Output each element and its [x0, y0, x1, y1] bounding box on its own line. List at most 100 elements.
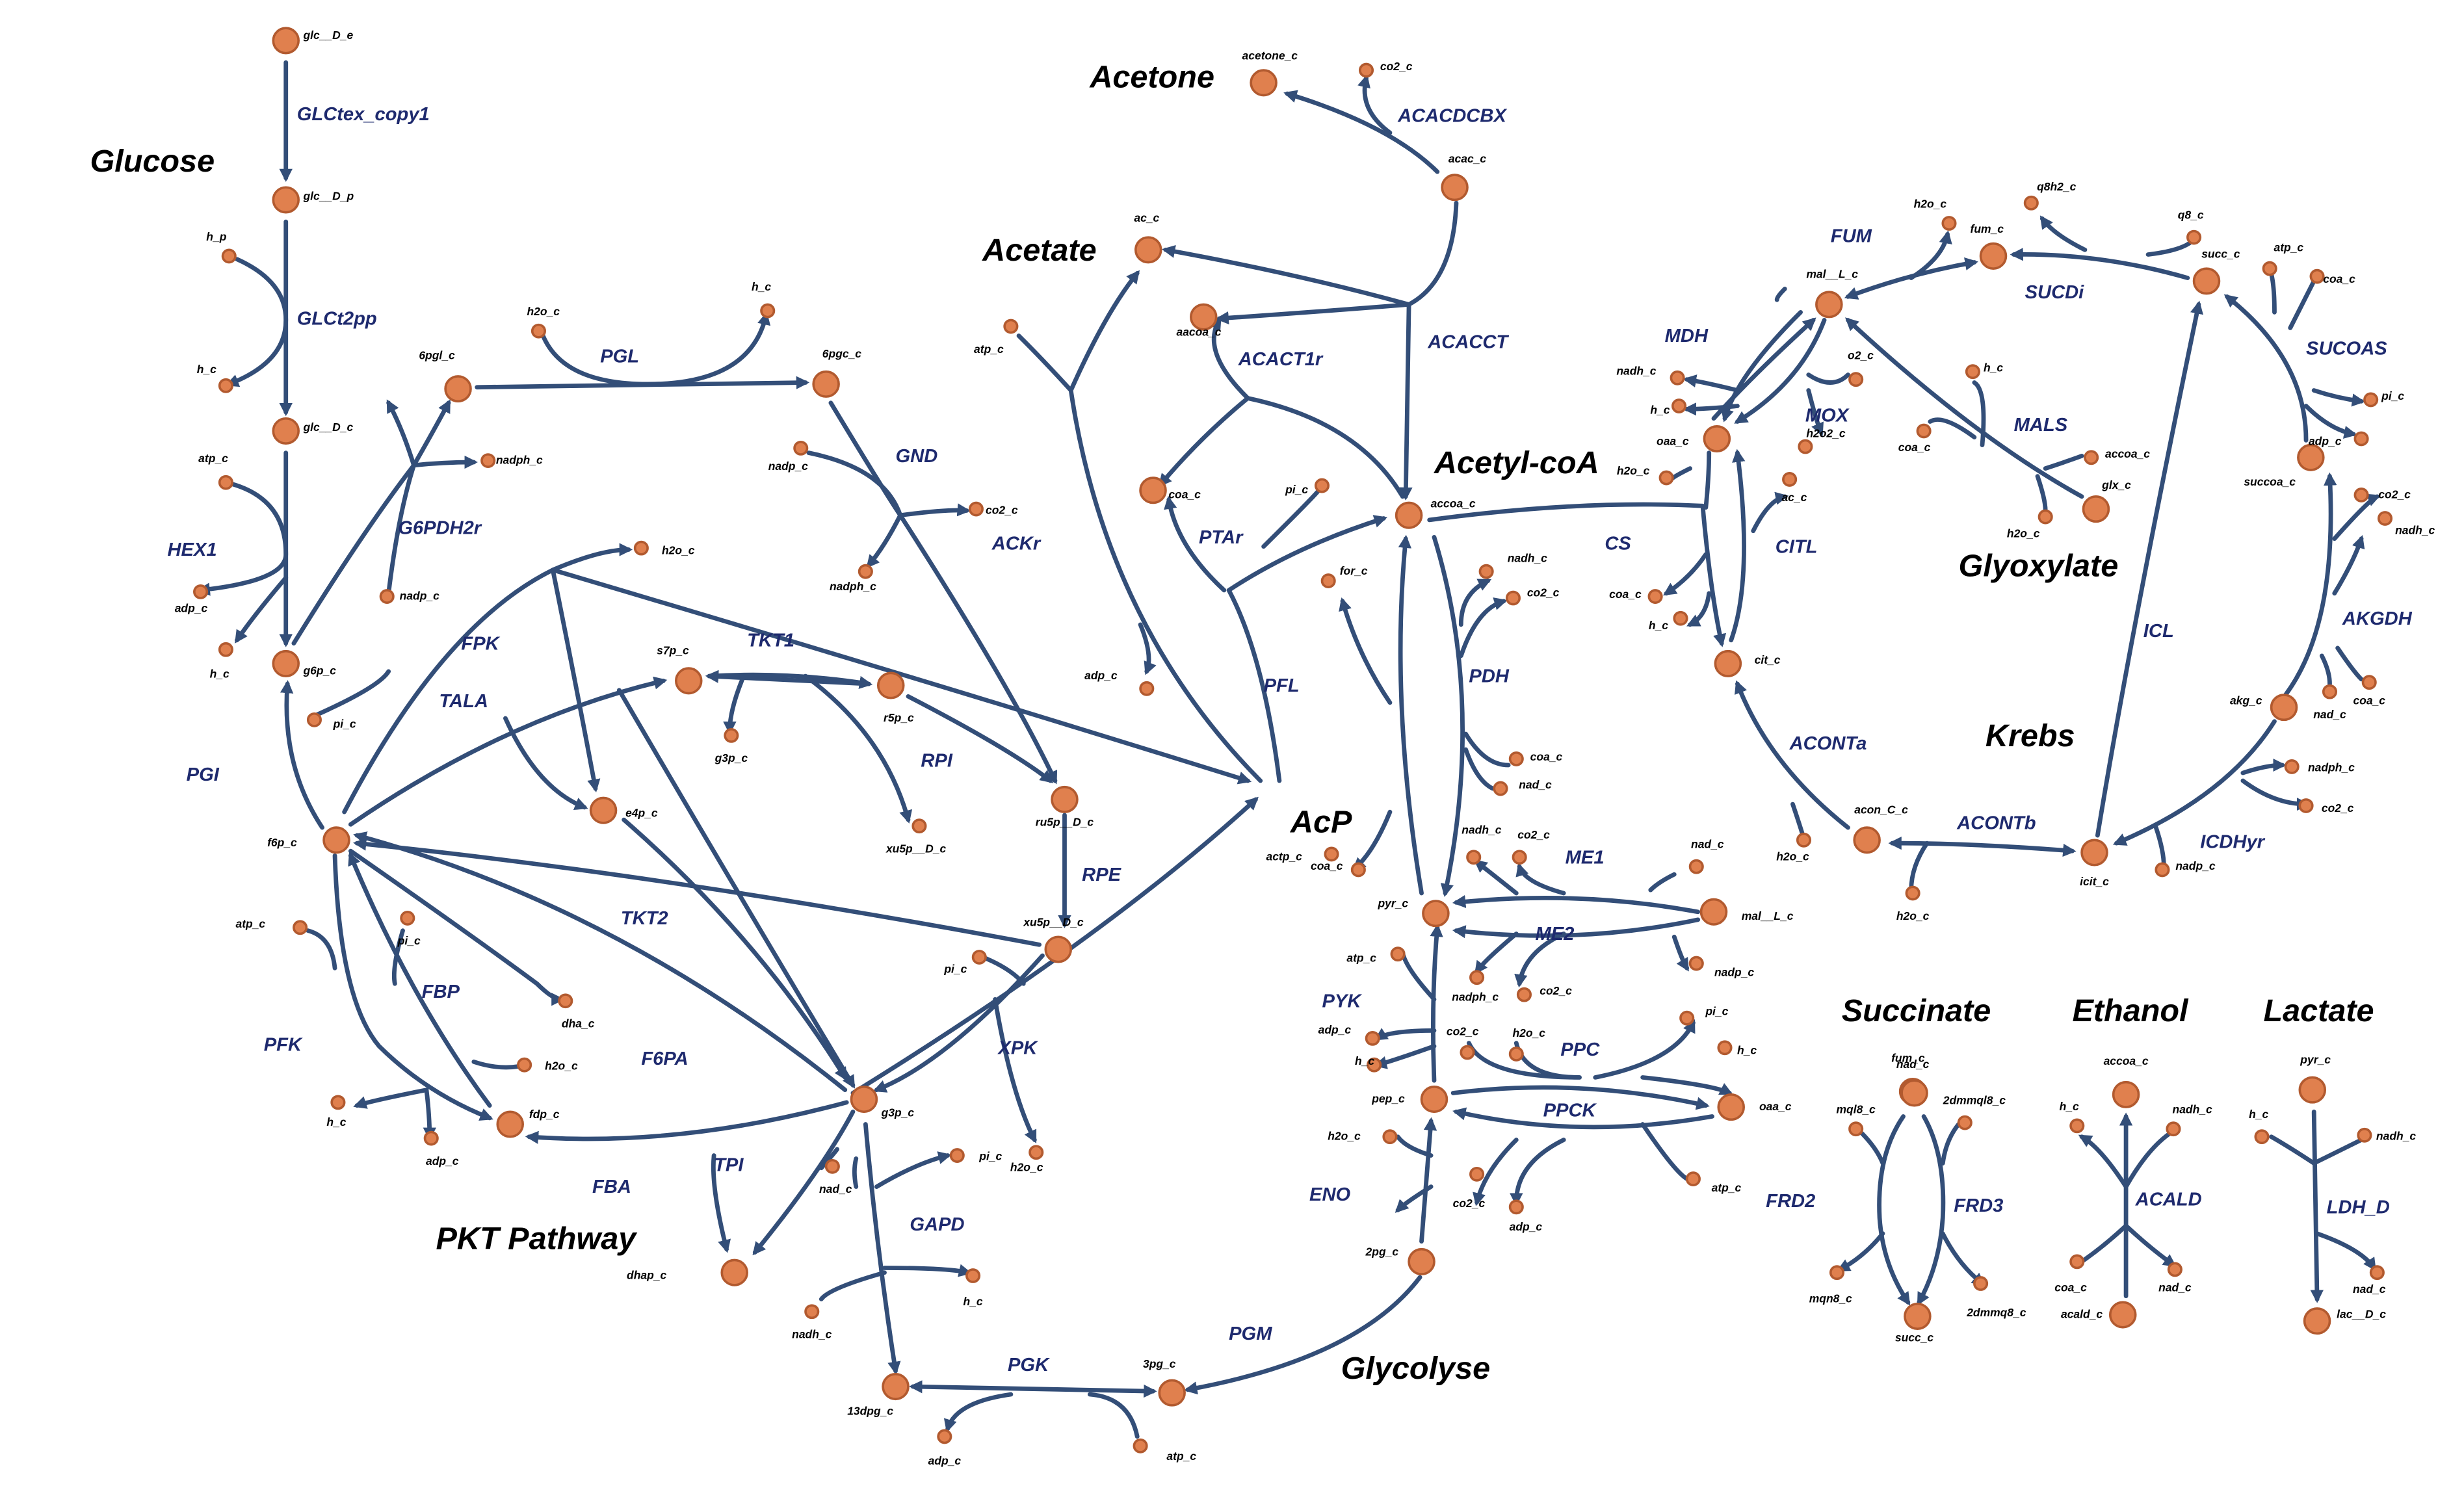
metabolite-node	[1493, 781, 1508, 796]
metabolite-node	[589, 796, 618, 824]
reaction-label: PPC	[1560, 1039, 1600, 1060]
metabolite-label: coa_c	[1609, 588, 1642, 601]
metabolite-node	[1139, 681, 1155, 696]
metabolite-node	[949, 1148, 965, 1163]
metabolite-node	[812, 370, 840, 398]
metabolite-node	[480, 453, 496, 469]
reaction-label: ENO	[1309, 1184, 1351, 1205]
reaction-label: PGM	[1229, 1323, 1272, 1344]
metabolite-node	[2192, 267, 2221, 295]
metabolite-label: nadh_c	[1508, 552, 1548, 565]
metabolite-label: glc__D_e	[302, 29, 353, 42]
reaction-label: GLCtex_copy1	[297, 104, 430, 125]
metabolite-node	[2186, 229, 2202, 245]
reaction-label: MOX	[1805, 406, 1850, 426]
metabolite-label: pi_c	[943, 963, 967, 976]
metabolite-label: q8h2_c	[2037, 180, 2077, 193]
metabolite-label: mal__L_c	[1742, 909, 1794, 922]
group-labels: Glucose Acetone Acetate Acetyl-coA AcP G…	[90, 60, 2374, 1386]
edge	[1909, 230, 1952, 280]
edge	[1928, 417, 1977, 439]
edge	[1940, 1231, 1986, 1286]
edge	[1339, 597, 1393, 705]
metabolite-node	[218, 642, 233, 657]
metabolite-node	[2155, 862, 2170, 878]
metabolite-node	[1460, 1045, 1475, 1060]
metabolite-nodes	[193, 27, 2393, 1453]
metabolite-label: nad_c	[819, 1182, 852, 1195]
metabolite-label: adp_c	[175, 602, 208, 615]
metabolite-label: atp_c	[974, 343, 1004, 356]
metabolite-node	[1350, 862, 1366, 878]
metabolite-node	[1505, 590, 1521, 606]
metabolite-node	[1139, 476, 1167, 504]
edge	[863, 1122, 901, 1375]
metabolite-node	[937, 1429, 952, 1444]
edge	[313, 669, 391, 718]
metabolite-label: succ_c	[2201, 247, 2240, 260]
edge	[806, 450, 903, 569]
metabolite-label: h_c	[1737, 1043, 1757, 1056]
metabolite-label: adp_c	[1510, 1220, 1543, 1233]
metabolite-node	[1685, 1171, 1701, 1186]
metabolite-label: nad_c	[2353, 1283, 2386, 1296]
metabolite-node	[306, 712, 322, 727]
metabolite-label: co2_c	[2322, 802, 2354, 815]
metabolite-label: ac_c	[1134, 211, 1159, 224]
metabolite-label: h_c	[197, 363, 216, 376]
edge	[2332, 534, 2365, 596]
metabolite-node	[793, 440, 809, 456]
metabolite-node	[272, 186, 300, 214]
metabolite-node	[760, 303, 776, 319]
metabolite-label: ru5p__D_c	[1036, 816, 1094, 829]
metabolite-node	[558, 993, 573, 1009]
metabolite-label: 6pgl_c	[419, 349, 455, 362]
reaction-label: PTAr	[1199, 527, 1244, 548]
metabolite-label: h_c	[1355, 1054, 1374, 1067]
metabolite-label: pi_c	[978, 1150, 1002, 1163]
metabolite-label: pi_c	[397, 934, 421, 947]
metabolite-node	[2166, 1121, 2181, 1137]
edge	[1164, 495, 1227, 593]
edge	[2035, 474, 2048, 513]
reaction-labels: GLCtex_copy1 GLCt2pp HEX1 G6PDH2r PGL GN…	[168, 104, 2413, 1375]
metabolite-label: acetone_c	[1242, 49, 1298, 62]
metabolite-label: glc__D_c	[302, 421, 353, 434]
edge	[1352, 809, 1393, 871]
metabolite-label: 2pg_c	[1365, 1245, 1399, 1258]
reaction-label: ACALD	[2135, 1190, 2202, 1210]
edge	[1515, 863, 1566, 896]
edge	[1640, 1075, 1733, 1095]
edge	[1972, 380, 1986, 447]
edge	[1473, 859, 1519, 896]
metabolite-node	[1441, 174, 1469, 202]
metabolite-node	[2377, 511, 2393, 526]
group-label-acetate: Acetate	[982, 233, 1096, 268]
metabolite-node	[272, 649, 300, 677]
edge	[1452, 1107, 1714, 1130]
metabolite-label: h2o_c	[1328, 1130, 1361, 1143]
edge	[2332, 493, 2381, 541]
reaction-label: TKT2	[621, 908, 668, 929]
metabolite-label: adp_c	[1084, 669, 1118, 682]
metabolite-node	[965, 1268, 981, 1283]
edge	[2240, 778, 2311, 811]
metabolite-node	[1051, 785, 1079, 813]
metabolite-node	[330, 1095, 346, 1110]
metabolite-label: g6p_c	[302, 664, 336, 677]
metabolite-label: r5p_c	[884, 711, 914, 724]
metabolite-node	[1905, 885, 1920, 901]
edge	[993, 997, 1037, 1143]
edge	[1735, 680, 1850, 830]
edge	[1703, 450, 1712, 510]
metabolite-label: fdp_c	[529, 1108, 560, 1121]
reaction-label: MDH	[1665, 326, 1709, 346]
edge	[819, 1147, 840, 1171]
metabolite-node	[379, 589, 395, 605]
edge	[2112, 719, 2277, 846]
metabolite-label: icit_c	[2080, 875, 2109, 888]
metabolite-label: glx_c	[2101, 478, 2131, 491]
metabolite-node	[1408, 1247, 1435, 1275]
metabolite-label: 3pg_c	[1143, 1357, 1176, 1370]
metabolite-label: nadh_c	[2173, 1103, 2213, 1116]
